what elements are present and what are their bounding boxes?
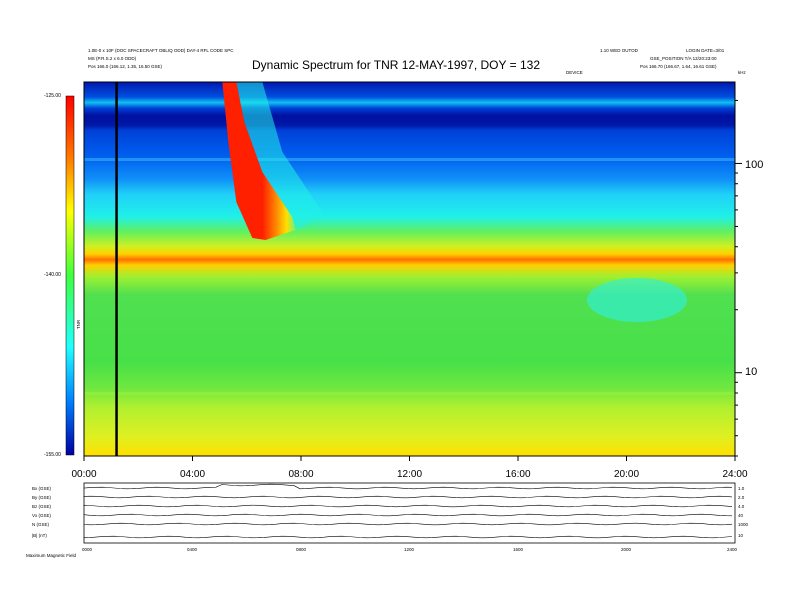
radio-burst-tail xyxy=(236,82,323,231)
panel-x-tick-label: 0800 xyxy=(296,547,307,552)
x-tick-label: 04:00 xyxy=(179,469,206,480)
panel-x-tick-label: 2000 xyxy=(621,547,632,552)
panel-trace xyxy=(83,522,733,526)
header-right-line2: LOGIN DATE=3/01 xyxy=(686,48,725,53)
panel-x-tick-label: 0000 xyxy=(82,547,93,552)
panel-footer: Maximum Magnetic Field xyxy=(26,553,77,558)
panel-right-tick: 1.0 xyxy=(738,486,745,491)
spectrogram-quiet-patch xyxy=(587,278,687,322)
panel-right-tick: 1000 xyxy=(738,522,749,527)
y-ticks xyxy=(735,99,742,457)
panel-trace xyxy=(83,535,733,539)
khz-label: kHz xyxy=(738,70,746,75)
colorbar-label: TNR xyxy=(76,319,82,330)
x-ticks xyxy=(83,456,736,461)
x-tick-label: 16:00 xyxy=(505,469,531,480)
colorbar-tick-label: -155.00 xyxy=(44,452,61,458)
panel-trace xyxy=(83,504,733,508)
panel-right-tick: 4.0 xyxy=(738,504,745,509)
header-right-line3: GSE_POSITION T/A 12/20:23:00 xyxy=(650,56,717,61)
x-tick-label: 00:00 xyxy=(71,469,97,480)
panel-frame xyxy=(83,482,736,544)
panel-label: |B| (nT) xyxy=(32,533,47,538)
panel-x-tick-label: 1200 xyxy=(404,547,415,552)
panel-label: Vx (GSE) xyxy=(32,513,52,518)
header-right-line4: Pos 166.70 (166.67, 1.64, 16.61 GSE) xyxy=(640,64,717,69)
header-right-line1: 1.10 WED OUTOD xyxy=(600,48,638,53)
colorbar-tick-label: -140.00 xyxy=(44,272,61,278)
x-tick-label: 08:00 xyxy=(288,469,314,480)
panel-right-tick: 2.0 xyxy=(738,495,745,500)
panel-x-tick-label: 1600 xyxy=(513,547,524,552)
x-tick-label: 24:00 xyxy=(722,469,748,480)
panel-right-tick: 10 xyxy=(738,533,744,538)
spectrogram-band xyxy=(84,158,735,161)
header-left-line1: 1.0E-0 x 10F (DOC SPACECRAFT OBLIQ ODD) … xyxy=(88,48,234,53)
panel-label: N (GSE) xyxy=(32,522,50,527)
header-left-line2: MS (P.R.S.2 x 6.0 ODD) xyxy=(88,56,137,61)
colorbar xyxy=(65,95,75,456)
spectrogram-background xyxy=(84,82,735,456)
time-series-panels xyxy=(83,482,736,544)
panel-x-tick-label: 0400 xyxy=(187,547,198,552)
panel-trace xyxy=(83,483,733,490)
y-tick-label-10: 10 xyxy=(745,366,758,378)
panel-trace xyxy=(83,513,733,517)
y-tick-label-100: 100 xyxy=(745,159,764,171)
colorbar-tick-label: -125.00 xyxy=(44,93,61,99)
radio-burst xyxy=(222,82,296,241)
chart-title: Dynamic Spectrum for TNR 12-MAY-1997, DO… xyxy=(251,58,540,72)
spectrogram-band xyxy=(84,392,735,395)
x-tick-label: 20:00 xyxy=(613,469,640,480)
panel-label: Bz (GSE) xyxy=(32,504,52,509)
x-tick-label: 12:00 xyxy=(396,469,423,480)
panel-right-tick: 40 xyxy=(738,513,744,518)
panel-traces xyxy=(83,483,733,539)
panel-x-tick-label: 2400 xyxy=(727,547,738,552)
panel-trace xyxy=(83,495,733,499)
header-left-line3: Pos 166.0 (166.12, 1.35, 16.50 GSE) xyxy=(88,64,163,69)
panel-label: Bx (GSE) xyxy=(32,486,52,491)
panel-label: By (GSE) xyxy=(32,495,52,500)
device-label: DEVICE xyxy=(566,70,583,75)
